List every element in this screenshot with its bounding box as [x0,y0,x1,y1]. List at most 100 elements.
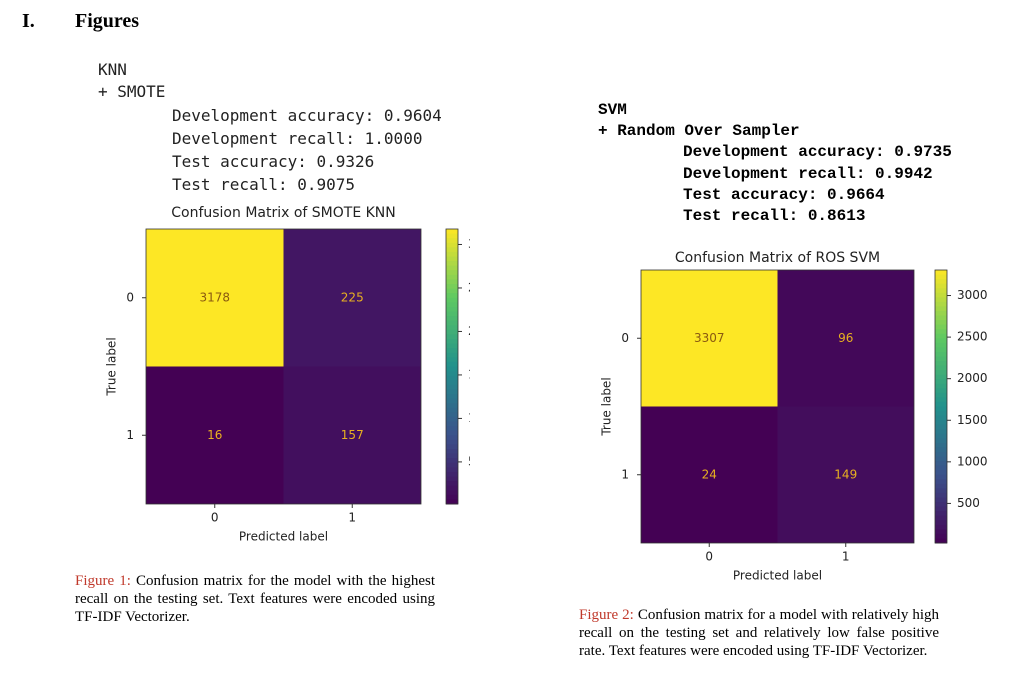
colorbar-segment [446,361,458,367]
colorbar-segment [446,380,458,386]
colorbar-segment [446,343,458,349]
colorbar-segment [446,302,458,308]
colorbar-segment [935,538,947,544]
heatmap-cell [283,229,421,367]
colorbar-segment [935,310,947,316]
colorbar-segment [935,447,947,453]
colorbar-segment [446,348,458,354]
colorbar-segment [446,270,458,276]
colorbar-segment [935,356,947,362]
colorbar-tick-label: 3000 [468,237,499,251]
colorbar-segment [935,483,947,489]
metric: Test recall: 0.9075 [172,175,356,194]
colorbar-segment [935,292,947,298]
colorbar-segment [935,283,947,289]
x-tick-label: 0 [705,550,713,564]
colorbar-segment [935,442,947,448]
colorbar-segment [935,397,947,403]
x-axis-title: Predicted label [733,569,822,583]
colorbar-segment [446,435,458,441]
plot-frame [640,269,915,544]
colorbar-segment [935,452,947,458]
colorbar-segment [935,479,947,485]
colorbar-segment [935,492,947,498]
colorbar-segment [935,515,947,521]
colorbar-segment [446,453,458,459]
colorbar-frame [934,269,948,544]
colorbar-segment [935,465,947,471]
colorbar-tick-label: 1000 [957,454,988,468]
colorbar-segment [935,333,947,339]
colorbar-segment [446,316,458,322]
colorbar-segment [935,406,947,412]
colorbar-segment [935,324,947,330]
section-number: I. [22,10,35,32]
colorbar-segment [935,415,947,421]
colorbar-segment [446,251,458,257]
colorbar-segment [935,470,947,476]
colorbar-segment [446,339,458,345]
colorbar-segment [446,229,458,235]
heatmap-cell [283,366,421,504]
metric: Test accuracy: 0.9664 [683,186,885,204]
colorbar-segment [935,388,947,394]
colorbar-segment [446,471,458,477]
colorbar-segment [935,351,947,357]
heatmap-cell [146,366,284,504]
colorbar-segment [446,384,458,390]
colorbar-segment [935,347,947,353]
colorbar-segment [446,412,458,418]
caption-label: Figure 2: [579,607,634,623]
colorbar-tick-label: 500 [468,454,491,468]
colorbar-segment [446,366,458,372]
cell-label: 96 [838,331,853,345]
heatmap-cell [641,406,778,543]
colorbar-segment [935,456,947,462]
cell-label: 3307 [694,331,725,345]
y-axis-title: True label [105,337,119,396]
x-tick-label: 0 [211,511,219,525]
colorbar-tick-label: 2500 [957,330,988,344]
colorbar-segment [446,403,458,409]
colorbar-segment [935,401,947,407]
plot-frame [145,228,422,505]
colorbar-tick-label: 2000 [468,324,499,338]
colorbar-segment [935,429,947,435]
cell-label: 149 [834,467,857,481]
colorbar-segment [446,357,458,363]
colorbar-segment [446,261,458,267]
colorbar-frame [445,228,459,505]
colorbar-segment [935,529,947,535]
y-axis-title: True label [600,377,614,436]
colorbar-segment [935,383,947,389]
colorbar-segment [446,256,458,262]
cell-label: 16 [207,428,222,442]
caption-label: Figure 1: [75,573,131,589]
colorbar-segment [935,365,947,371]
colorbar-segment [446,334,458,340]
y-tick-label: 0 [126,290,134,304]
colorbar-segment [446,274,458,280]
colorbar-segment [935,301,947,307]
colorbar-segment [446,265,458,271]
colorbar-segment [446,485,458,491]
colorbar-segment [446,416,458,422]
metric: Development recall: 0.9942 [683,165,933,183]
colorbar-segment [446,279,458,285]
colorbar-segment [446,462,458,468]
colorbar-segment [935,306,947,312]
heatmap-cell [777,270,914,407]
colorbar-segment [446,288,458,294]
colorbar-segment [446,467,458,473]
model-name: KNN [98,60,127,79]
colorbar-segment [446,426,458,432]
section-title: Figures [75,10,140,32]
sampler-name: + Random Over Sampler [598,122,800,140]
heatmap-cell [146,229,284,367]
caption: Figure 2: Confusion matrix for a model w… [579,606,939,660]
colorbar-segment [935,520,947,526]
colorbar-tick-label: 1000 [468,411,499,425]
colorbar-segment [935,338,947,344]
colorbar-tick-label: 500 [957,496,980,510]
